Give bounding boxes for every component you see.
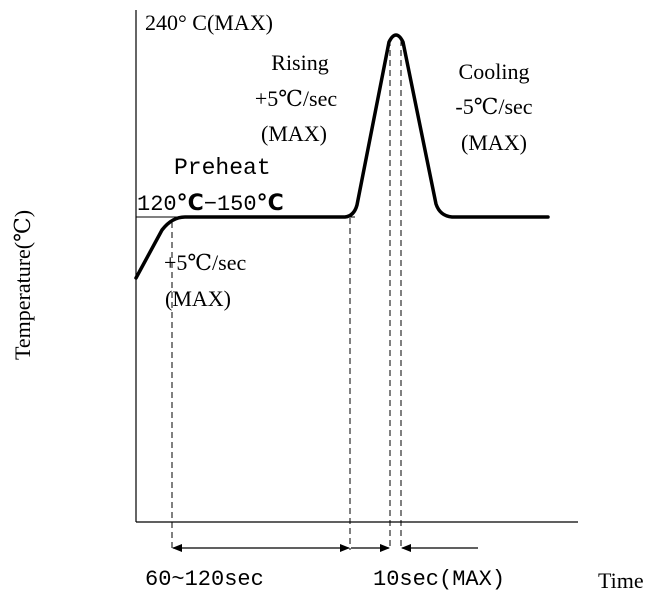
rising-label-line1: Rising (271, 50, 328, 75)
preheat-range: 120°C−150°C (137, 191, 284, 217)
cooling-label-line1: Cooling (459, 59, 530, 84)
cooling-label-line3: (MAX) (461, 130, 527, 155)
rising-label-line3: (MAX) (261, 121, 327, 146)
initial-ramp-label-line1: +5℃/sec (164, 250, 246, 275)
preheat-duration-label: 60~120sec (145, 567, 264, 592)
temperature-profile-curve (134, 33, 550, 280)
preheat-title: Preheat (174, 155, 271, 181)
cooling-label-line2: -5℃/sec (455, 94, 532, 119)
peak-duration-label: 10sec(MAX) (373, 567, 505, 592)
peak-temperature-label: 240° C(MAX) (145, 10, 273, 35)
rising-label-line2: +5℃/sec (255, 86, 337, 111)
initial-ramp-label-line2: (MAX) (165, 286, 231, 311)
x-axis-label: Time (598, 568, 644, 592)
y-axis-label: Temperature(℃) (10, 210, 35, 360)
